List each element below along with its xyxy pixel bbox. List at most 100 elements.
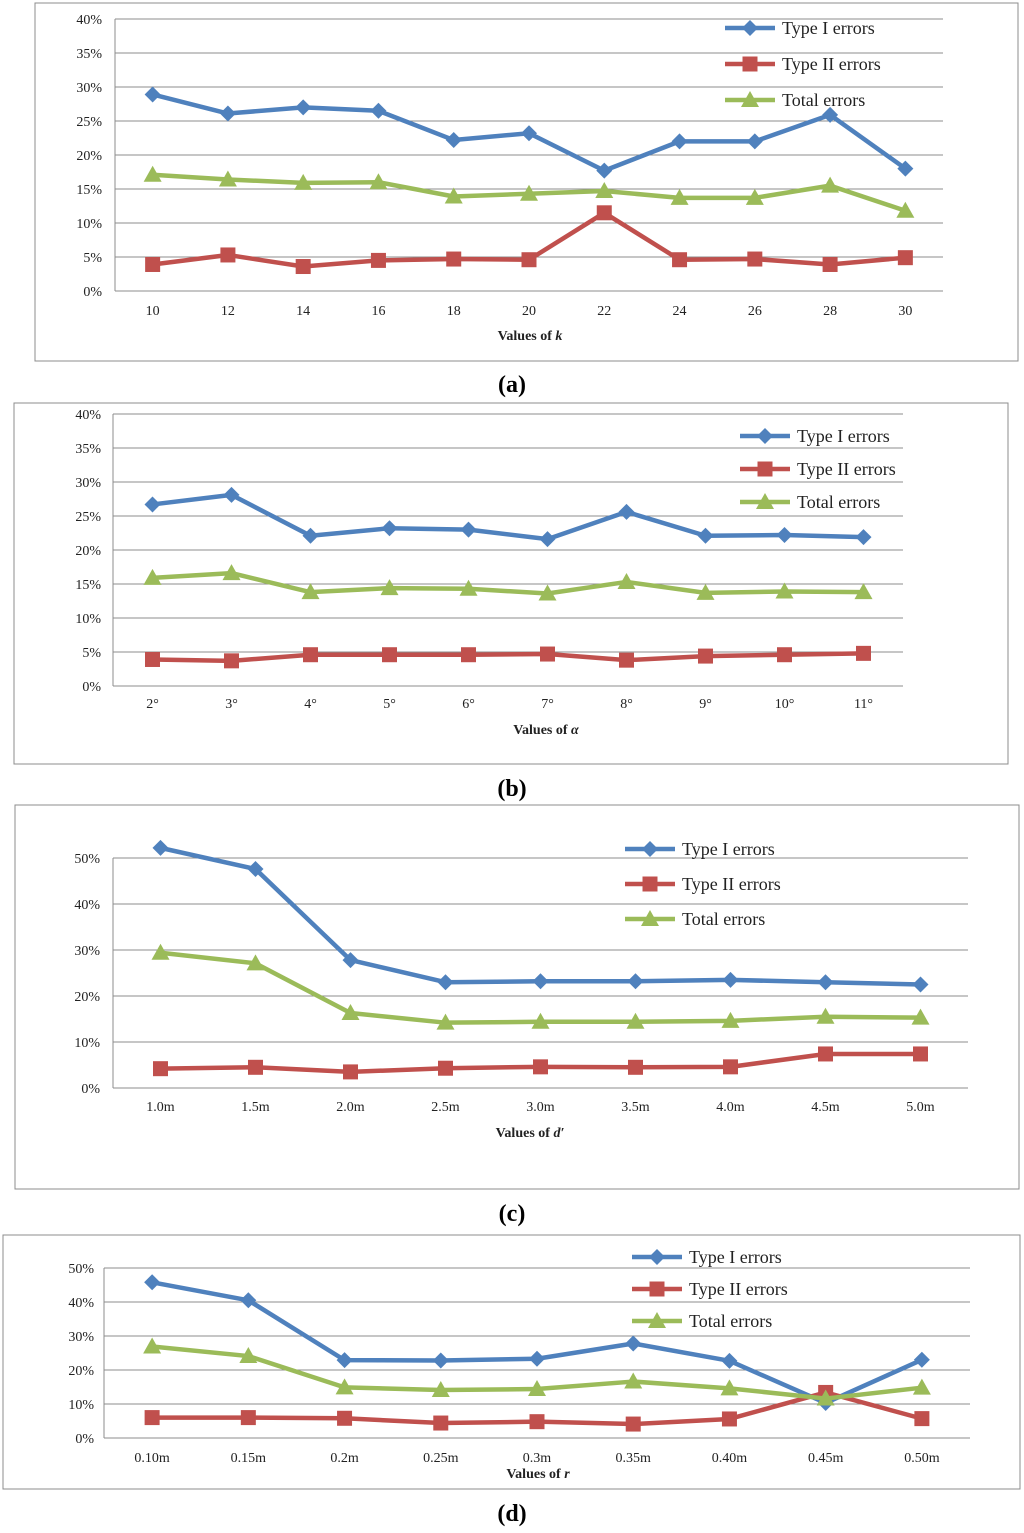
y-tick-label: 0% (82, 680, 101, 695)
chart-b-series (143, 486, 873, 669)
data-point-square (461, 647, 476, 663)
x-tick-label: 14 (296, 304, 310, 319)
data-point-square (672, 252, 688, 268)
chart-d: 0% 10% 20% 30% 40% 50% 0.10m 0.15m 0.2m 0.25m 0.3… (2, 1234, 1021, 1490)
data-point-triangle (143, 165, 162, 182)
data-point-triangle (294, 173, 313, 190)
data-point-triangle (816, 1007, 835, 1024)
y-tick-label: 40% (76, 13, 102, 28)
data-point-diamond (625, 1335, 642, 1352)
x-tick-label: 9° (699, 697, 712, 712)
x-tick-label: 30 (898, 304, 912, 319)
chart-d-legend: Type I errors Type II errors Total errors (632, 1247, 788, 1331)
data-point-square (370, 252, 386, 268)
legend-marker-triangle (641, 910, 659, 926)
data-point-triangle (380, 579, 399, 596)
legend-label: Type II errors (682, 874, 781, 894)
x-tick-label: 0.15m (231, 1451, 267, 1466)
data-point-square (777, 647, 792, 663)
x-tick-label: 0.3m (523, 1451, 552, 1466)
chart-c-x-ticks: 1.0m 1.5m 2.0m 2.5m 3.0m 3.5m 4.0m 4.5m 5.0m (146, 1100, 935, 1115)
x-tick-label: 10° (775, 697, 795, 712)
y-tick-label: 0% (81, 1082, 100, 1097)
legend-label: Type II errors (782, 54, 881, 74)
data-point-triangle (341, 1004, 360, 1021)
data-point-diamond (295, 99, 312, 116)
data-point-diamond (302, 527, 319, 544)
y-tick-label: 25% (75, 510, 101, 525)
data-point-square (914, 1411, 930, 1427)
y-tick-label: 0% (83, 285, 102, 300)
data-point-diamond (627, 973, 644, 990)
data-point-triangle (912, 1378, 931, 1395)
data-point-triangle (301, 583, 320, 600)
y-tick-label: 50% (74, 852, 100, 867)
y-tick-label: 15% (75, 578, 101, 593)
data-point-triangle (595, 182, 614, 199)
x-tick-label: 28 (823, 304, 837, 319)
y-tick-label: 10% (74, 1036, 100, 1051)
data-point-diamond (529, 1350, 545, 1367)
chart-c-y-ticks: 0% 10% 20% 30% 40% 50% (74, 852, 100, 1097)
chart-b-legend: Type I errors Type II errors Total errors (740, 426, 896, 512)
legend-marker-triangle (756, 493, 774, 509)
data-point-square (382, 647, 397, 663)
data-point-diamond (460, 521, 477, 538)
data-point-square (295, 259, 311, 275)
legend-marker-square (642, 876, 658, 892)
y-tick-label: 30% (75, 476, 101, 491)
data-point-diamond (671, 133, 688, 150)
y-tick-label: 5% (82, 646, 101, 661)
data-point-square (240, 1410, 256, 1426)
data-point-diamond (697, 527, 714, 544)
x-tick-label: 18 (447, 304, 461, 319)
data-point-triangle (335, 1378, 354, 1395)
y-tick-label: 25% (76, 115, 102, 130)
data-point-diamond (521, 125, 537, 142)
data-point-diamond (144, 1274, 161, 1291)
data-point-square (343, 1064, 358, 1080)
data-point-square (913, 1046, 928, 1062)
data-point-square (248, 1059, 263, 1075)
legend-marker-square (649, 1281, 665, 1297)
legend-label: Type II errors (689, 1279, 788, 1299)
chart-a-legend: Type I errors Type II errors Total errors (725, 18, 881, 110)
data-point-diamond (539, 531, 556, 548)
legend-label: Type II errors (797, 459, 896, 479)
chart-b-x-title: Values of α (513, 723, 579, 738)
data-point-square (446, 251, 462, 267)
data-point-diamond (817, 974, 834, 991)
chart-a-series (143, 86, 915, 275)
legend-label: Total errors (682, 909, 765, 929)
legend-marker-diamond (649, 1249, 665, 1265)
x-tick-label: 11° (854, 697, 873, 712)
x-tick-label: 24 (673, 304, 687, 319)
data-point-diamond (219, 105, 236, 122)
data-point-triangle (721, 1011, 740, 1028)
caption-a: (a) (498, 372, 526, 398)
chart-c-grid (112, 857, 968, 1089)
chart-c-x-title: Values of d′ (496, 1126, 565, 1141)
x-tick-label: 0.35m (616, 1451, 652, 1466)
series-line-square (150, 651, 866, 664)
data-point-square (303, 647, 318, 663)
x-tick-label: 3° (225, 697, 238, 712)
y-tick-label: 30% (74, 944, 100, 959)
x-tick-label: 22 (597, 304, 611, 319)
data-point-diamond (822, 106, 839, 123)
data-point-diamond (381, 520, 398, 537)
data-point-triangle (696, 583, 715, 600)
y-tick-label: 20% (76, 149, 102, 164)
series-line-triangle (150, 570, 866, 596)
data-point-square (145, 256, 161, 272)
data-point-diamond (223, 486, 240, 503)
chart-b-x-ticks: 2° 3° 4° 5° 6° 7° 8° 9° 10° 11° (146, 697, 873, 712)
y-tick-label: 50% (68, 1262, 94, 1277)
x-tick-label: 0.10m (134, 1451, 170, 1466)
data-point-square (529, 1414, 545, 1430)
x-tick-label: 4.5m (811, 1100, 840, 1115)
chart-a-x-title: Values of k (498, 329, 563, 344)
data-point-diamond (240, 1292, 257, 1309)
data-point-diamond (618, 503, 635, 520)
y-tick-label: 30% (68, 1330, 94, 1345)
